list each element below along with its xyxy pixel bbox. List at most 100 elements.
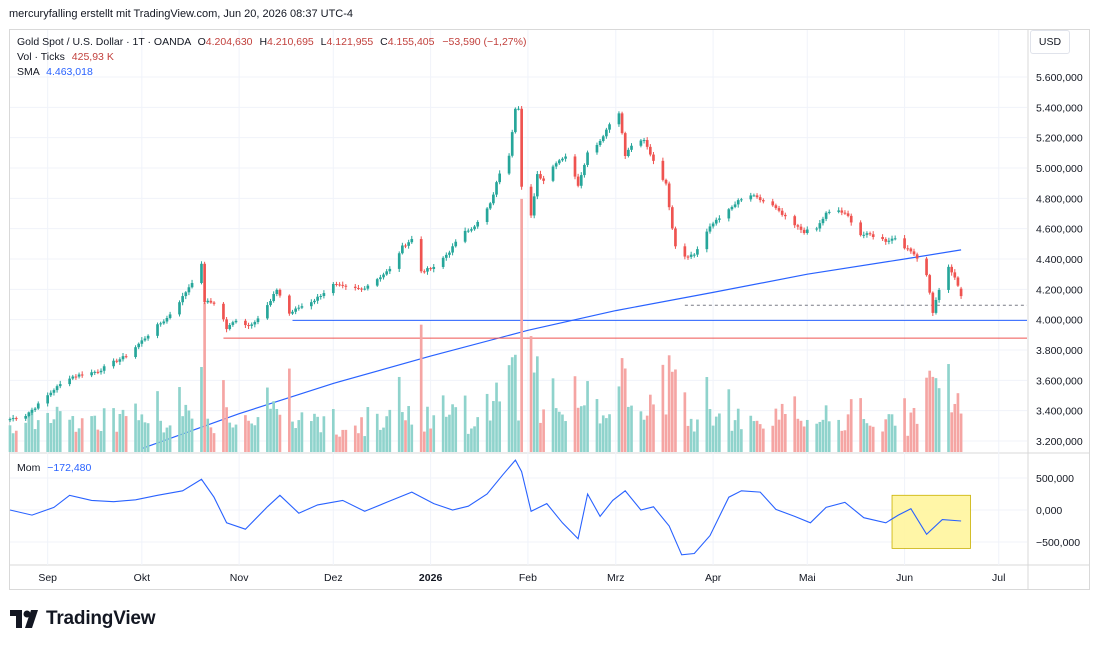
candle-body xyxy=(448,252,451,255)
candle-body xyxy=(432,266,436,269)
volume-bar xyxy=(278,414,282,452)
candle-body xyxy=(269,301,272,306)
candle-body xyxy=(928,275,932,293)
volume-bar xyxy=(363,436,367,452)
volume-bar xyxy=(203,302,206,452)
candle-body xyxy=(58,384,62,387)
volume-bar xyxy=(68,419,71,452)
sma-label[interactable]: SMA xyxy=(17,66,40,78)
candle-body xyxy=(30,409,34,413)
volume-bar xyxy=(670,371,674,452)
volume-bar xyxy=(319,432,323,452)
volume-bar xyxy=(642,419,646,452)
momentum-label[interactable]: Mom xyxy=(17,462,41,474)
open-label: O xyxy=(197,36,206,48)
volume-bar xyxy=(228,422,232,452)
volume-bar xyxy=(256,417,260,452)
momentum-line xyxy=(9,459,962,556)
price-tick-label: 3.200,000 xyxy=(1036,436,1083,448)
volume-bar xyxy=(529,336,533,452)
volume-bar xyxy=(620,358,624,452)
candle-body xyxy=(313,300,316,303)
time-tick-label: Apr xyxy=(705,572,722,584)
candle-body xyxy=(934,299,938,313)
volume-bar xyxy=(783,413,787,452)
price-tick-label: 5.400,000 xyxy=(1036,102,1083,114)
volume-bar xyxy=(542,409,545,452)
volume-bar xyxy=(608,414,611,452)
volume-bar xyxy=(222,380,225,452)
candle-body xyxy=(80,374,84,376)
candle-body xyxy=(275,289,279,295)
axes: 5.600,000 5.400,000 5.200,000 5.000,000 4.80… xyxy=(38,72,1083,584)
candle-body xyxy=(426,268,429,272)
volume-bar xyxy=(705,377,709,452)
volume-bar xyxy=(514,354,517,452)
volume-bar xyxy=(448,414,451,452)
volume-bar xyxy=(27,412,31,452)
candle-body xyxy=(77,374,81,377)
candle-body xyxy=(843,212,847,214)
volume-bar xyxy=(146,423,150,452)
candle-body xyxy=(579,175,583,186)
volume-bar xyxy=(143,422,147,452)
candle-body xyxy=(793,216,797,226)
candle-body xyxy=(156,324,159,336)
volume-bar xyxy=(121,409,125,452)
tradingview-logo[interactable]: TradingView xyxy=(10,608,156,630)
candle-body xyxy=(419,239,423,272)
candle-body xyxy=(771,201,775,206)
candle-body xyxy=(121,356,125,360)
volume-bar xyxy=(557,411,561,452)
candle-body xyxy=(576,176,580,186)
candle-body xyxy=(338,284,341,286)
volume-bar xyxy=(382,427,385,452)
candle-body xyxy=(96,371,100,373)
volume-bar xyxy=(906,435,910,452)
candle-body xyxy=(953,272,957,278)
volume-bar xyxy=(379,429,382,452)
candle-body xyxy=(884,239,888,242)
candle-body xyxy=(595,144,599,153)
volume-bar xyxy=(915,423,919,452)
volume-bar xyxy=(576,407,580,452)
candle-body xyxy=(385,271,389,275)
momentum-pane xyxy=(9,459,971,556)
candle-body xyxy=(247,325,250,327)
volume-bar xyxy=(463,395,467,452)
volume-bar xyxy=(718,413,721,452)
volume-bar xyxy=(849,399,853,452)
candle-body xyxy=(168,314,172,319)
candle-body xyxy=(14,418,18,420)
momentum-tick-label: 500,000 xyxy=(1036,473,1074,485)
candle-body xyxy=(118,359,122,362)
volume-label[interactable]: Vol · Ticks xyxy=(17,51,65,63)
candle-body xyxy=(670,207,674,229)
candle-body xyxy=(388,268,392,272)
chart-frame xyxy=(9,29,1090,590)
volume-bar xyxy=(24,422,28,452)
candle-body xyxy=(639,140,643,146)
volume-bar xyxy=(561,414,564,452)
volume-bar xyxy=(714,416,718,452)
candle-body xyxy=(661,160,665,180)
volume-bar xyxy=(586,381,589,452)
volume-bar xyxy=(535,356,539,452)
momentum-tick-label: −500,000 xyxy=(1036,537,1080,549)
volume-bar xyxy=(134,403,137,452)
candle-body xyxy=(799,226,803,230)
candle-body xyxy=(683,246,687,257)
candle-body xyxy=(74,376,78,378)
volume-bar xyxy=(118,414,122,452)
candle-body xyxy=(959,288,963,297)
currency-button[interactable]: USD xyxy=(1030,30,1070,54)
volume-bar xyxy=(441,395,445,452)
volume-bar xyxy=(893,425,897,452)
candle-body xyxy=(184,292,188,297)
volume-bar xyxy=(865,423,869,452)
volume-bar xyxy=(297,420,301,452)
candle-body xyxy=(353,286,357,288)
candle-body xyxy=(291,311,294,314)
symbol-name[interactable]: Gold Spot / U.S. Dollar · 1T · OANDA xyxy=(17,36,191,48)
